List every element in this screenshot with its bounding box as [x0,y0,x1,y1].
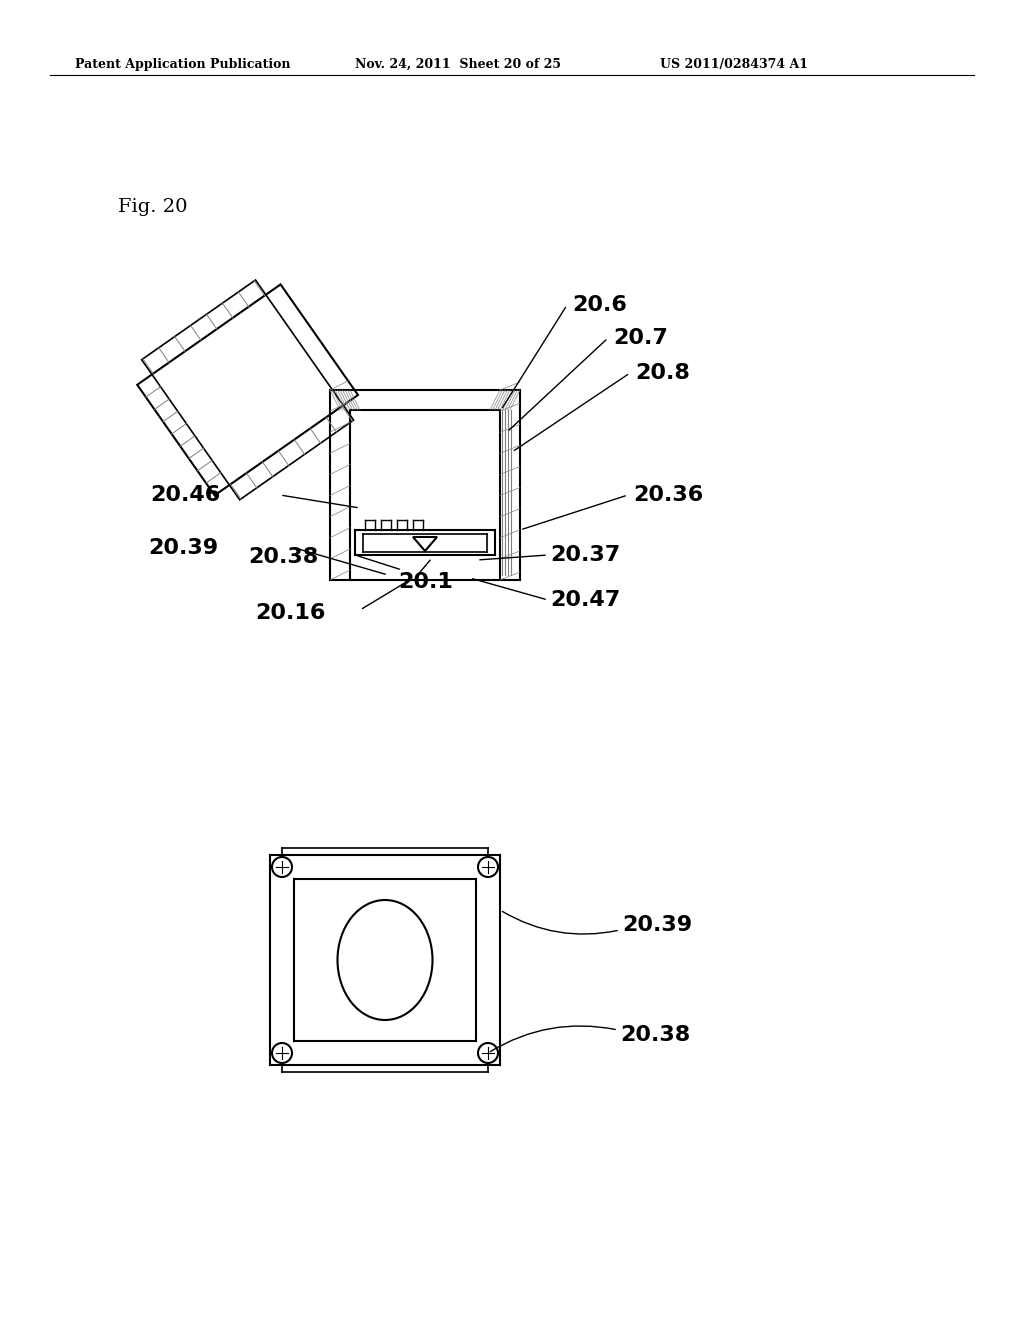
Text: 20.47: 20.47 [550,590,621,610]
Text: US 2011/0284374 A1: US 2011/0284374 A1 [660,58,808,71]
Text: 20.38: 20.38 [248,546,318,568]
Text: Patent Application Publication: Patent Application Publication [75,58,291,71]
Text: 20.6: 20.6 [572,294,627,315]
Text: Nov. 24, 2011  Sheet 20 of 25: Nov. 24, 2011 Sheet 20 of 25 [355,58,561,71]
Text: 20.38: 20.38 [620,1026,690,1045]
Text: Fig. 20: Fig. 20 [118,198,187,216]
Text: 20.39: 20.39 [148,539,218,558]
Text: 20.37: 20.37 [550,545,621,565]
Text: 20.7: 20.7 [613,327,668,348]
Polygon shape [137,284,358,495]
Text: 20.46: 20.46 [150,484,220,506]
Text: 20.1: 20.1 [398,572,453,591]
Text: 20.36: 20.36 [633,484,703,506]
Text: 20.39: 20.39 [622,915,692,935]
Text: 20.16: 20.16 [255,603,326,623]
Text: 20.8: 20.8 [635,363,690,383]
